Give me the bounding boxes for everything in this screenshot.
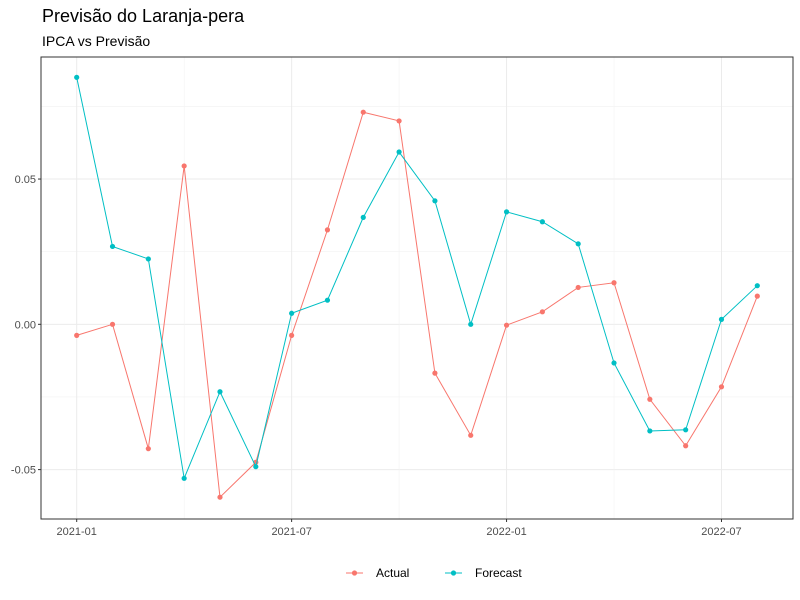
actual-point — [145, 446, 151, 452]
actual-point — [468, 432, 474, 438]
actual-point — [432, 370, 438, 376]
x-tick-label: 2022-01 — [486, 526, 526, 538]
legend-item-actual: Actual — [346, 566, 409, 580]
legend-key-point — [351, 570, 358, 576]
series-forecast — [74, 74, 760, 481]
forecast-point — [396, 149, 402, 155]
x-tick-label: 2022-07 — [701, 526, 741, 538]
actual-point — [611, 280, 617, 286]
plot-panel-border — [40, 56, 794, 520]
forecast-line — [76, 77, 758, 481]
forecast-point — [432, 198, 438, 204]
forecast-point — [74, 74, 80, 80]
actual-point — [575, 284, 581, 291]
legend-item-forecast: Forecast — [445, 566, 522, 580]
x-axis: 2021-01 2021-07 2022-01 2022-07 — [57, 519, 742, 538]
series-actual — [74, 109, 760, 500]
actual-point — [289, 332, 295, 338]
actual-point — [360, 109, 366, 115]
legend-label: Actual — [376, 566, 409, 580]
forecast-point — [181, 475, 187, 481]
forecast-point — [253, 464, 259, 470]
y-tick-label: 0.00 — [15, 319, 36, 331]
grid-lines — [41, 57, 793, 519]
series-group — [74, 74, 760, 500]
actual-point — [754, 293, 760, 299]
actual-point — [647, 396, 653, 402]
forecast-point — [145, 256, 151, 262]
forecast-point — [109, 243, 116, 250]
forecast-point — [468, 321, 474, 327]
actual-point — [396, 118, 402, 124]
legend-key-point — [450, 570, 457, 576]
actual-point — [324, 227, 331, 233]
actual-point — [74, 332, 80, 338]
forecast-point — [683, 427, 689, 433]
forecast-point — [611, 360, 617, 366]
actual-point — [181, 163, 187, 169]
actual-line — [76, 111, 758, 499]
actual-point — [503, 322, 510, 328]
forecast-point — [754, 283, 760, 289]
actual-point — [217, 494, 223, 500]
chart-title: Previsão do Laranja-pera — [42, 6, 245, 26]
chart-subtitle: IPCA vs Previsão — [42, 33, 151, 49]
y-tick-label: -0.05 — [11, 465, 36, 477]
actual-point — [683, 443, 689, 449]
forecast-point — [539, 219, 545, 225]
actual-point — [539, 309, 545, 315]
forecast-point — [324, 297, 331, 303]
actual-point — [718, 384, 725, 390]
forecast-point — [289, 310, 295, 316]
y-tick-label: 0.05 — [15, 174, 36, 186]
forecast-point — [503, 209, 510, 215]
x-tick-label: 2021-07 — [271, 526, 311, 538]
y-axis: -0.05 0.00 0.05 — [11, 174, 41, 477]
legend-label: Forecast — [475, 566, 522, 580]
legend: Actual Forecast — [346, 566, 522, 580]
forecast-point — [647, 428, 653, 434]
x-tick-label: 2021-01 — [57, 526, 97, 538]
actual-point — [109, 321, 116, 327]
forecast-point — [217, 389, 223, 395]
forecast-point — [718, 316, 725, 322]
forecast-point — [575, 241, 581, 247]
forecast-point — [360, 214, 366, 220]
